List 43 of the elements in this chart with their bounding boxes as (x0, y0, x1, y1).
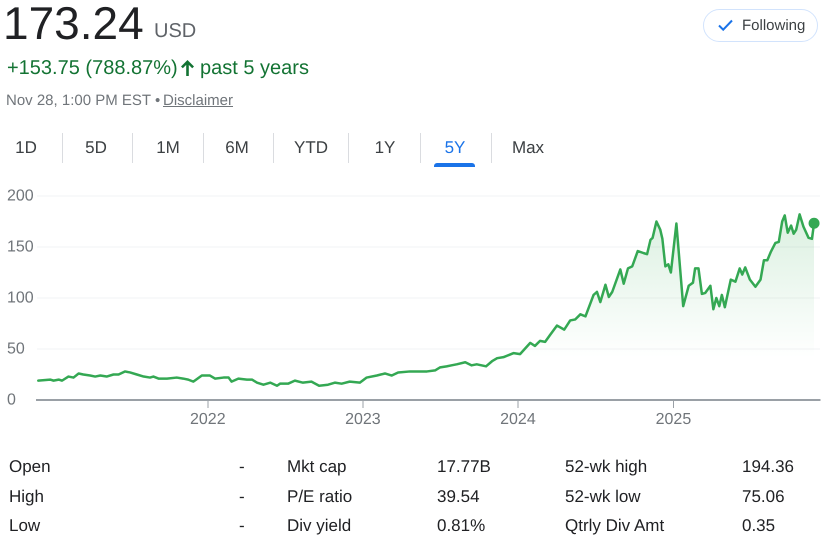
chart-title: 173.24 (3, 0, 144, 49)
text: Max (510, 138, 546, 157)
text: 6M (224, 138, 250, 157)
text: YTD (293, 138, 329, 157)
text: 5Y (444, 138, 466, 157)
text: +153.75 (788.87%) (7, 57, 178, 79)
text: 194.36 (742, 457, 794, 476)
y-tick-label: 50 (7, 340, 25, 358)
text: 1Y (374, 138, 396, 157)
text: 0.35 (742, 516, 776, 535)
text: - (239, 457, 245, 476)
text: 1D (14, 138, 38, 157)
y-tick-label: 200 (7, 187, 34, 204)
text: Open (9, 457, 51, 476)
pill-button[interactable] (703, 9, 818, 42)
text: P/E ratio (287, 487, 352, 506)
text: 52-wk high (565, 457, 648, 476)
text: past 5 years (200, 57, 309, 79)
text: - (239, 516, 245, 535)
text: 0.81% (437, 516, 486, 535)
text: Following (742, 17, 806, 34)
text: 52-wk low (565, 487, 641, 506)
text: 39.54 (437, 487, 480, 506)
text: Mkt cap (287, 457, 347, 476)
text: Qtrly Div Amt (565, 516, 664, 535)
text: 75.06 (742, 487, 785, 506)
text: 1M (155, 138, 181, 157)
text: USD (154, 20, 196, 42)
x-tick-label: 2025 (656, 411, 692, 428)
text: 17.77B (437, 457, 491, 476)
y-tick-label: 0 (7, 391, 16, 408)
y-tick-label: 100 (7, 289, 34, 306)
y-tick-label: 150 (7, 238, 34, 256)
text: - (239, 487, 245, 506)
text: High (9, 487, 44, 506)
text: Low (9, 516, 40, 535)
x-tick-label: 2023 (345, 411, 381, 428)
text: Div yield (287, 516, 352, 535)
x-tick-label: 2024 (500, 411, 536, 428)
text: Disclaimer (163, 92, 234, 109)
text: Nov 28, 1:00 PM EST • (6, 92, 160, 109)
x-tick-label: 2022 (190, 411, 226, 428)
text: 5D (84, 138, 108, 157)
